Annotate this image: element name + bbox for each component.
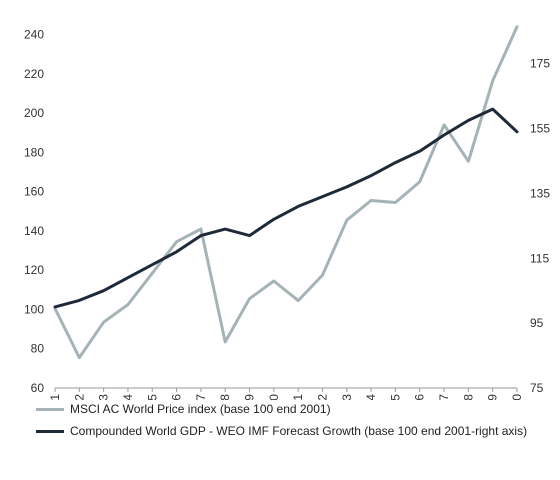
y-right-tick-label: 75	[530, 381, 544, 395]
x-tick-label: 2010	[267, 394, 281, 400]
y-left-tick-label: 160	[24, 185, 44, 199]
y-right-tick-label: 95	[530, 316, 544, 330]
y-left-tick-label: 100	[24, 302, 44, 316]
y-right-tick-label: 155	[530, 122, 550, 136]
x-tick-label: 2009	[243, 394, 257, 400]
x-tick-label: 2019	[486, 394, 500, 400]
y-left-tick-label: 120	[24, 263, 44, 277]
y-left-tick-label: 60	[31, 381, 45, 395]
x-tick-label: 2018	[461, 394, 475, 400]
x-tick-label: 2015	[388, 394, 402, 400]
y-left-tick-label: 140	[24, 224, 44, 238]
legend-label-gdp: Compounded World GDP - WEO IMF Forecast …	[70, 424, 528, 438]
x-tick-label: 2001	[48, 394, 62, 400]
y-left-tick-label: 240	[24, 28, 44, 42]
y-right-tick-label: 175	[530, 57, 550, 71]
x-tick-label: 2012	[315, 394, 329, 400]
legend: MSCI AC World Price index (base 100 end …	[36, 398, 527, 442]
legend-item-gdp: Compounded World GDP - WEO IMF Forecast …	[36, 420, 527, 442]
x-tick-label: 2007	[194, 394, 208, 400]
x-tick-label: 2006	[170, 394, 184, 400]
chart: 60 80 100 120 140 160 180 200 220 240 75 95 115 135 15…	[24, 25, 550, 400]
x-tick-label: 2013	[340, 394, 354, 400]
legend-item-msci: MSCI AC World Price index (base 100 end …	[36, 398, 527, 420]
y-left-tick-label: 180	[24, 145, 44, 159]
x-tick-label: 2011	[291, 394, 305, 400]
x-tick-label: 2016	[413, 394, 427, 400]
x-tick-label: 2003	[97, 394, 111, 400]
x-tick-label: 2008	[218, 394, 232, 400]
legend-label-msci: MSCI AC World Price index (base 100 end …	[70, 402, 331, 416]
legend-swatch-msci	[36, 407, 64, 411]
x-tick-label: 2004	[121, 394, 135, 400]
x-tick-label: 2005	[145, 394, 159, 400]
y-left-tick-label: 220	[24, 67, 44, 81]
y-right-tick-label: 115	[530, 251, 549, 265]
legend-swatch-gdp	[36, 429, 64, 433]
y-left-tick-label: 80	[31, 342, 45, 356]
series-line-gdp	[53, 107, 519, 309]
x-tick-label: 2017	[437, 394, 451, 400]
series-line-msci	[53, 25, 519, 360]
y-left-tick-label: 200	[24, 106, 44, 120]
y-right-tick-label: 135	[530, 186, 550, 200]
x-tick-label: 2020	[510, 394, 524, 400]
